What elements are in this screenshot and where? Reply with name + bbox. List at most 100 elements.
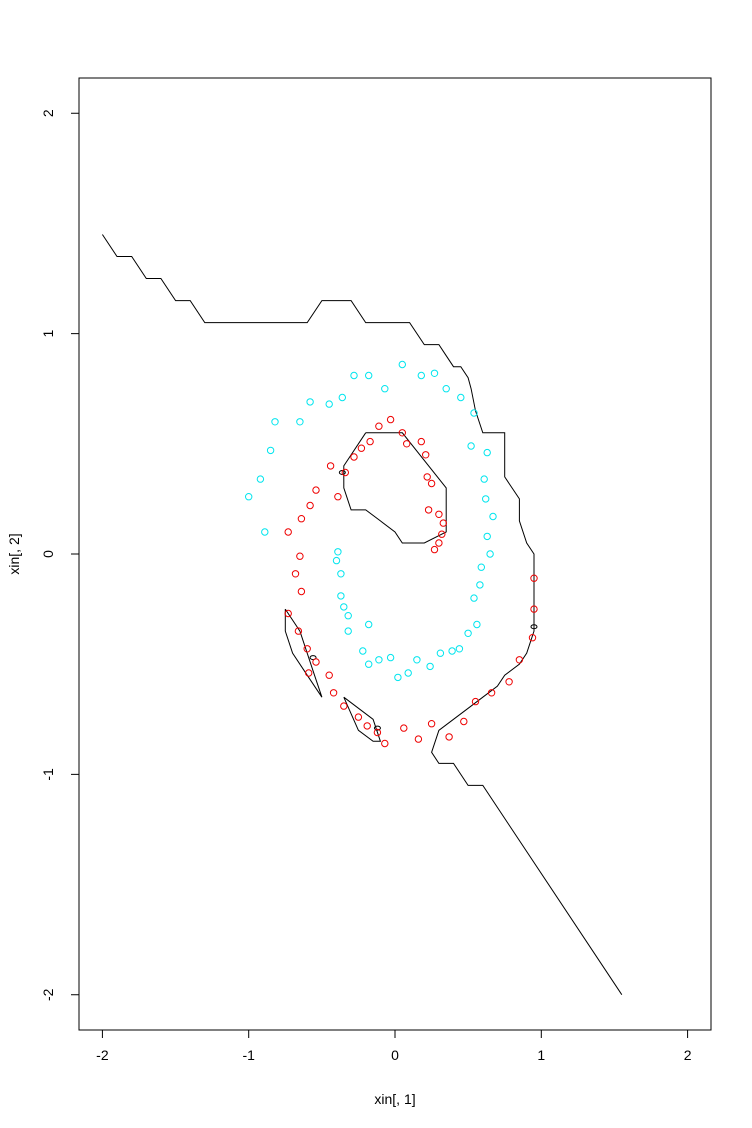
data-point: [341, 468, 349, 477]
data-point: [438, 530, 446, 538]
data-point: [354, 713, 363, 721]
data-point: [398, 429, 406, 437]
data-point: [442, 385, 450, 393]
data-point: [464, 629, 472, 637]
data-point: [284, 609, 292, 618]
data-point: [340, 603, 348, 611]
x-tick-label: 2: [684, 1047, 692, 1063]
data-point: [365, 620, 373, 629]
data-point: [340, 702, 348, 710]
contour-loop: [530, 624, 538, 630]
data-point: [483, 448, 491, 457]
plot-frame: [78, 77, 712, 1031]
data-point: [471, 697, 480, 706]
data-point: [436, 649, 445, 657]
data-point: [365, 660, 373, 668]
data-point: [482, 495, 490, 503]
data-point: [430, 545, 439, 554]
data-point: [386, 653, 395, 662]
data-point: [439, 519, 447, 527]
data-point: [413, 656, 421, 664]
data-point: [297, 515, 306, 523]
data-point: [430, 369, 439, 377]
axes: -2 -1 0 1 2 -2 -1 0 1 2: [40, 109, 692, 1063]
contour-line: [101, 234, 623, 995]
data-point: [344, 627, 352, 635]
data-point: [487, 689, 496, 697]
data-point: [375, 422, 383, 430]
data-point: [423, 473, 431, 481]
data-point: [338, 393, 346, 402]
data-point: [366, 437, 374, 446]
y-tick-label: -2: [40, 988, 56, 1001]
y-tick-label: 2: [40, 109, 56, 117]
data-point: [404, 669, 412, 677]
data-point: [291, 570, 300, 578]
data-point: [457, 393, 465, 402]
data-point: [470, 594, 478, 602]
data-point: [296, 552, 304, 560]
y-axis-label: xin[, 2]: [6, 533, 22, 574]
data-point: [515, 656, 524, 664]
data-point: [530, 605, 538, 613]
contour-lines: [101, 234, 623, 995]
data-point: [489, 512, 497, 521]
data-point: [460, 717, 468, 726]
contour-loop: [309, 655, 317, 661]
data-point: [417, 437, 425, 446]
data-point: [337, 570, 345, 578]
data-points: [245, 360, 538, 748]
data-point: [381, 385, 389, 393]
data-point: [334, 548, 342, 556]
data-point: [256, 475, 265, 483]
y-tick-label: 1: [40, 330, 56, 338]
data-point: [359, 647, 367, 655]
data-point: [271, 418, 279, 426]
data-point: [427, 720, 436, 728]
x-tick-label: 0: [391, 1047, 399, 1063]
data-point: [357, 444, 366, 452]
data-point: [477, 563, 485, 571]
contour-line: [284, 608, 323, 698]
data-point: [306, 501, 314, 510]
data-point: [365, 371, 373, 380]
data-point: [261, 528, 269, 536]
contour-loop: [373, 725, 381, 731]
data-point: [350, 371, 358, 380]
data-point: [414, 735, 423, 743]
data-point: [344, 612, 352, 620]
data-point: [375, 656, 383, 664]
data-point: [303, 645, 311, 653]
data-point: [334, 493, 342, 501]
data-point: [296, 418, 304, 426]
data-point: [284, 528, 292, 536]
data-point: [417, 371, 425, 380]
data-point: [480, 475, 488, 483]
data-point: [403, 440, 411, 448]
data-point: [505, 678, 513, 686]
data-point: [305, 669, 313, 677]
data-point: [398, 360, 406, 369]
data-point: [294, 627, 303, 635]
x-tick-label: 1: [537, 1047, 545, 1063]
data-point: [448, 647, 456, 655]
data-point: [394, 673, 402, 682]
data-point: [297, 587, 306, 596]
data-point: [350, 453, 358, 461]
data-point: [435, 539, 443, 547]
data-point: [435, 510, 443, 518]
data-point: [325, 671, 333, 679]
y-tick-label: 0: [40, 550, 56, 558]
data-point: [473, 620, 481, 629]
data-point: [373, 728, 382, 737]
data-point: [326, 462, 335, 470]
data-point: [400, 724, 408, 732]
data-point: [528, 634, 537, 642]
data-point: [363, 722, 371, 730]
x-tick-label: -1: [242, 1047, 255, 1063]
data-point: [483, 532, 491, 541]
data-point: [424, 506, 433, 514]
contour-line: [343, 432, 447, 544]
data-point: [329, 689, 338, 697]
